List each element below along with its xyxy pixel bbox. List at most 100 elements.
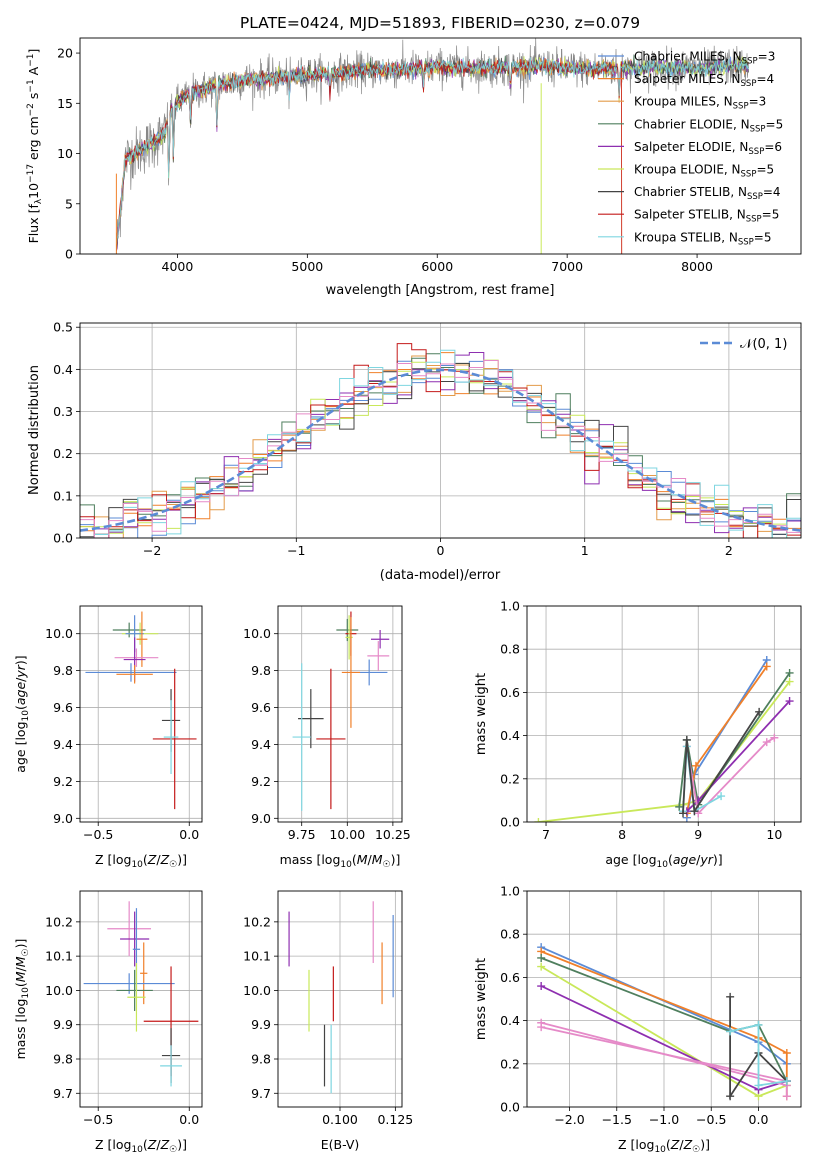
- panel-age_vs_Z: −0.5 0.0 9.0 9.2 9.4 9.6 9.8 10.0 Z [log10(Z/Z☉)…: [13, 605, 203, 870]
- series-marker: [762, 662, 771, 671]
- y-tick-label: 10.0: [243, 626, 271, 641]
- y-axis-label: age [log10(age/yr)]: [13, 655, 31, 772]
- errorbar-point: [136, 611, 148, 667]
- x-axis-label: Z [log10(Z/Z☉)]: [95, 852, 187, 870]
- x-tick-label: 0.0: [179, 827, 199, 842]
- series-marker: [785, 677, 794, 686]
- y-axis-label: Normed distribution: [27, 365, 42, 495]
- series-marker: [726, 992, 735, 1001]
- legend-entry: Kroupa ELODIE, NSSP=5: [634, 163, 774, 180]
- errorbar-point: [140, 942, 148, 1005]
- x-tick-label: 9.75: [288, 827, 316, 842]
- legend-entry: 𝒩(0, 1): [740, 337, 787, 352]
- y-tick-label: 15: [57, 96, 73, 111]
- y-tick-label: 1.0: [500, 884, 520, 899]
- errorbar-point: [120, 911, 150, 967]
- series-marker: [770, 733, 779, 742]
- normal-curve: [80, 368, 801, 532]
- y-tick-label: 0.2: [500, 771, 520, 786]
- axes-frame: [79, 605, 203, 823]
- series-line: [729, 996, 788, 1100]
- panel-mass_vs_ebv: 0.100 0.125 9.7 9.8 9.9 10.0 10.1 10.2 E(B-V): [243, 890, 413, 1152]
- y-tick-label: 9.8: [251, 663, 271, 678]
- y-tick-label: 9.7: [53, 1086, 73, 1101]
- panel-massweight_vs_Z: −2.0 −1.5 −1.0 −0.5 0.0 0.0 0.2 0.4 0.6 0.8 1.0 Z […: [474, 884, 802, 1155]
- y-tick-label: 10.0: [45, 626, 73, 641]
- x-axis-label: E(B-V): [321, 1137, 360, 1152]
- series-marker: [726, 1092, 735, 1101]
- errorbar-point: [292, 663, 311, 811]
- y-tick-label: 0.5: [53, 320, 73, 335]
- errorbar-point: [371, 630, 390, 649]
- series-marker: [754, 1081, 763, 1090]
- y-tick-label: 0: [65, 247, 73, 262]
- x-tick-label: −1.0: [649, 1112, 679, 1127]
- plot-area: [85, 611, 197, 810]
- histogram-steps: [80, 343, 801, 538]
- series-marker: [782, 1049, 791, 1057]
- y-axis-label: mass weight: [474, 673, 489, 755]
- panel-residuals: −2 −1 0 1 2 0.0 0.1 0.2 0.3 0.4 0.5 (data-model)/er…: [27, 320, 802, 583]
- series-marker: [785, 697, 794, 706]
- plot-area: [534, 656, 794, 822]
- y-axis-label: Flux [fλ10−17 erg cm−2 s−1 A−1]: [26, 49, 44, 244]
- series-marker: [785, 668, 794, 677]
- y-tick-label: 10.0: [45, 983, 73, 998]
- x-tick-label: 7: [542, 827, 550, 842]
- series-marker: [762, 738, 771, 747]
- y-tick-label: 9.7: [251, 1086, 271, 1101]
- series-marker: [534, 818, 543, 822]
- series-marker: [691, 761, 700, 770]
- series-marker: [782, 1077, 791, 1086]
- x-axis-label: Z [log10(Z/Z☉)]: [618, 1137, 710, 1155]
- errorbar-point: [152, 668, 197, 810]
- x-axis-label: (data-model)/error: [380, 568, 501, 583]
- x-tick-label: 8: [618, 827, 626, 842]
- y-tick-label: 10.2: [45, 914, 73, 929]
- y-tick-label: 0.4: [53, 362, 73, 377]
- y-tick-label: 10.2: [243, 914, 271, 929]
- series-marker: [690, 807, 699, 816]
- plot-area: [115, 38, 750, 254]
- y-tick-label: 0.0: [500, 815, 520, 830]
- y-tick-label: 5: [65, 196, 73, 211]
- y-tick-label: 0.4: [500, 728, 520, 743]
- x-tick-label: −2.0: [554, 1112, 584, 1127]
- y-tick-label: 0.2: [53, 446, 73, 461]
- y-tick-label: 9.4: [53, 737, 73, 752]
- y-tick-label: 0.6: [500, 685, 520, 700]
- errorbar-point: [116, 969, 153, 1011]
- y-tick-label: 0.0: [500, 1100, 520, 1115]
- errorbar-point: [107, 901, 152, 957]
- series-marker: [782, 1092, 791, 1101]
- y-tick-label: 9.8: [251, 1052, 271, 1067]
- y-tick-label: 10.1: [243, 949, 271, 964]
- y-tick-label: 0.0: [53, 531, 73, 546]
- errorbar-point: [114, 648, 159, 667]
- series-marker: [717, 792, 726, 801]
- series-line: [540, 950, 788, 1097]
- errorbar-point: [163, 700, 179, 774]
- x-tick-label: 4000: [162, 259, 194, 274]
- plot-area: [83, 901, 199, 1087]
- x-axis-label: age [log10(age/yr)]: [605, 852, 722, 870]
- axes-frame: [526, 890, 802, 1108]
- y-tick-label: 0.3: [53, 404, 73, 419]
- plot-area: [288, 901, 394, 1094]
- x-tick-label: 8000: [681, 259, 713, 274]
- y-tick-label: 9.0: [53, 811, 73, 826]
- errorbar-point: [345, 615, 353, 660]
- axes-frame: [79, 37, 802, 255]
- x-tick-label: 10.00: [329, 827, 365, 842]
- legend-entry: Chabrier STELIB, NSSP=4: [634, 185, 781, 202]
- series-line: [538, 681, 791, 822]
- x-tick-label: 7000: [551, 259, 583, 274]
- errorbar-point: [316, 668, 346, 810]
- x-tick-label: 0.0: [179, 1112, 199, 1127]
- y-tick-label: 10: [57, 146, 73, 161]
- x-tick-label: 0.100: [322, 1112, 358, 1127]
- x-axis-label: mass [log10(M/M☉)]: [280, 852, 401, 870]
- axes-frame: [277, 890, 403, 1108]
- axes-frame: [79, 322, 802, 539]
- errorbar-point: [367, 641, 390, 671]
